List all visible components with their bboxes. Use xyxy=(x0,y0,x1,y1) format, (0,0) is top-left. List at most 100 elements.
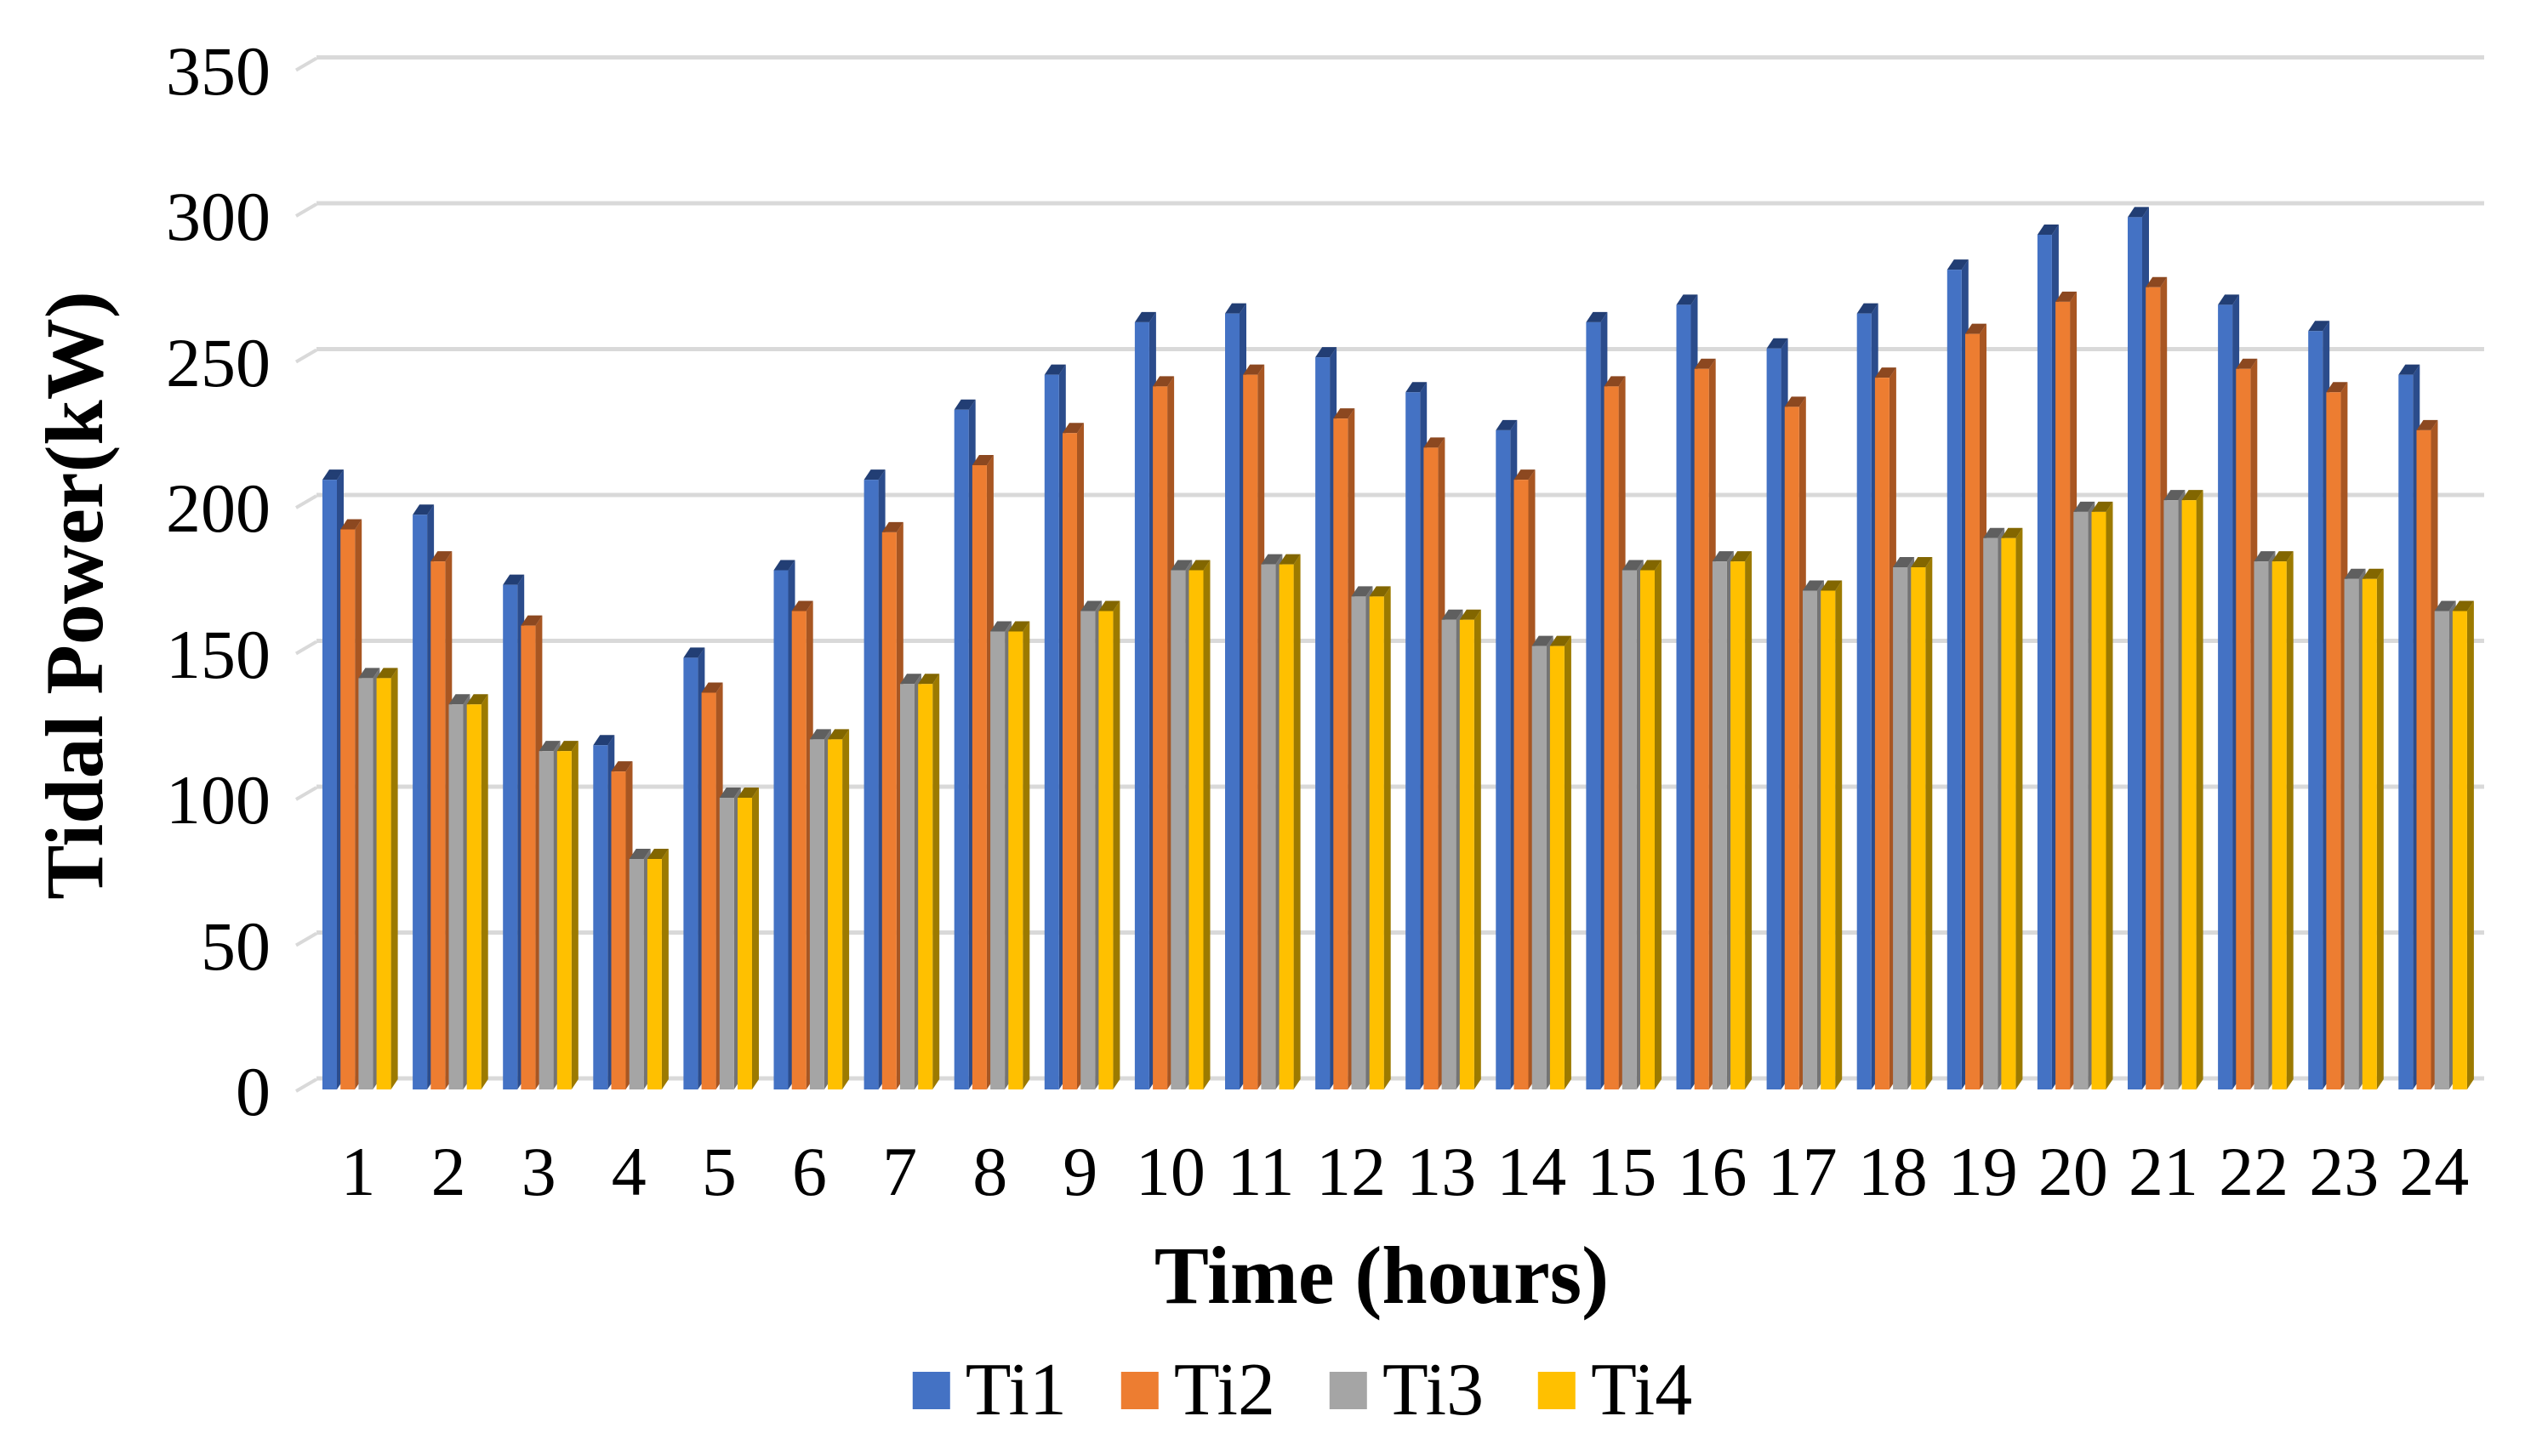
bar-top-Ti3-h24 xyxy=(2434,600,2456,611)
bar-top-Ti2-h18 xyxy=(1874,367,1896,378)
legend-label-Ti4: Ti4 xyxy=(1591,1349,1693,1431)
x-tick-label-3: 3 xyxy=(521,1133,556,1210)
bar-Ti1-h5 xyxy=(683,657,698,1089)
legend-swatch-Ti2 xyxy=(1120,1372,1159,1409)
bar-side-Ti4-h21 xyxy=(2196,490,2203,1089)
bar-Ti1-h9 xyxy=(1044,374,1059,1089)
bar-side-Ti4-h14 xyxy=(1564,635,1571,1089)
bar-top-Ti4-h4 xyxy=(647,849,669,860)
bar-top-Ti4-h14 xyxy=(1549,635,1571,646)
legend-label-Ti3: Ti3 xyxy=(1382,1349,1485,1431)
bar-Ti1-h19 xyxy=(1946,270,1962,1089)
legend-swatch-Ti4 xyxy=(1538,1372,1576,1409)
bar-Ti3-h18 xyxy=(1893,567,1908,1089)
bar-Ti4-h7 xyxy=(918,684,933,1089)
bar-top-Ti3-h3 xyxy=(539,741,561,752)
bar-top-Ti4-h3 xyxy=(556,741,579,752)
bar-Ti2-h10 xyxy=(1153,386,1168,1089)
bar-Ti3-h16 xyxy=(1712,561,1727,1089)
bar-top-Ti4-h6 xyxy=(828,729,850,740)
bar-top-Ti4-h5 xyxy=(738,788,759,798)
bar-side-Ti4-h8 xyxy=(1023,621,1030,1089)
bar-Ti2-h11 xyxy=(1243,374,1258,1089)
x-tick-label-7: 7 xyxy=(882,1133,918,1210)
bar-Ti3-h7 xyxy=(900,684,915,1089)
bar-top-Ti2-h15 xyxy=(1604,376,1626,387)
legend-swatch-Ti3 xyxy=(1330,1372,1367,1409)
bar-top-Ti3-h6 xyxy=(809,729,831,740)
bar-top-Ti2-h20 xyxy=(2055,291,2078,302)
legend-item-Ti3: Ti3 xyxy=(1330,1353,1484,1428)
x-tick-label-10: 10 xyxy=(1135,1133,1206,1210)
bar-Ti4-h14 xyxy=(1549,646,1565,1089)
y-tick-label-0: 0 xyxy=(236,1053,271,1130)
bar-Ti3-h12 xyxy=(1351,596,1366,1089)
bar-top-Ti3-h11 xyxy=(1261,554,1283,565)
bar-Ti4-h10 xyxy=(1188,570,1204,1089)
bar-top-Ti1-h17 xyxy=(1766,338,1788,349)
bar-top-Ti4-h13 xyxy=(1459,609,1481,620)
bar-Ti3-h17 xyxy=(1803,590,1817,1089)
y-tick-label-50: 50 xyxy=(201,907,271,985)
bar-top-Ti4-h19 xyxy=(2001,527,2023,538)
bar-top-Ti2-h3 xyxy=(521,615,543,626)
bar-top-Ti3-h1 xyxy=(358,668,380,679)
bar-side-Ti4-h9 xyxy=(1113,600,1120,1089)
bar-Ti4-h2 xyxy=(466,704,482,1089)
axis-tick-250 xyxy=(294,348,318,364)
y-axis-title: Tidal Power(kW) xyxy=(29,291,120,900)
bar-Ti1-h12 xyxy=(1315,357,1331,1089)
x-tick-label-16: 16 xyxy=(1677,1133,1747,1210)
y-tick-label-250: 250 xyxy=(166,323,271,401)
bar-Ti2-h18 xyxy=(1874,378,1889,1090)
x-tick-label-13: 13 xyxy=(1406,1133,1477,1210)
axis-tick-350 xyxy=(294,56,318,72)
bar-Ti2-h17 xyxy=(1784,407,1799,1089)
bar-Ti3-h2 xyxy=(448,704,464,1089)
bar-Ti2-h16 xyxy=(1694,368,1709,1089)
bar-side-Ti4-h10 xyxy=(1203,560,1211,1089)
bar-top-Ti1-h24 xyxy=(2398,364,2420,375)
legend: Ti1 Ti2 Ti3 Ti4 xyxy=(912,1349,1693,1431)
bar-side-Ti4-h6 xyxy=(842,729,850,1089)
bar-top-Ti3-h13 xyxy=(1441,609,1463,620)
x-tick-label-8: 8 xyxy=(972,1133,1008,1210)
legend-item-Ti2: Ti2 xyxy=(1120,1353,1275,1428)
bar-top-Ti1-h16 xyxy=(1676,294,1698,305)
bar-top-Ti4-h9 xyxy=(1098,600,1120,611)
bar-Ti1-h23 xyxy=(2308,331,2323,1089)
bar-Ti1-h6 xyxy=(773,570,789,1089)
bar-top-Ti1-h8 xyxy=(954,399,976,410)
bar-Ti4-h16 xyxy=(1730,561,1746,1089)
bar-Ti4-h23 xyxy=(2362,578,2377,1089)
bar-Ti4-h18 xyxy=(1911,567,1926,1089)
bar-top-Ti4-h2 xyxy=(466,694,488,705)
bar-Ti1-h15 xyxy=(1586,321,1601,1089)
axis-tick-150 xyxy=(294,640,318,656)
bar-top-Ti2-h24 xyxy=(2416,419,2438,430)
bar-top-Ti2-h1 xyxy=(340,519,362,530)
bar-top-Ti3-h20 xyxy=(2073,501,2095,512)
bar-top-Ti3-h7 xyxy=(900,674,921,685)
y-tick-label-100: 100 xyxy=(166,761,271,839)
bar-top-Ti1-h23 xyxy=(2308,321,2330,332)
bar-top-Ti2-h9 xyxy=(1063,423,1084,434)
bar-top-Ti1-h4 xyxy=(593,735,615,746)
bar-Ti1-h2 xyxy=(413,515,428,1089)
bar-Ti2-h21 xyxy=(2146,287,2161,1089)
bar-top-Ti4-h24 xyxy=(2452,600,2474,611)
x-tick-label-4: 4 xyxy=(611,1133,647,1210)
x-tick-label-14: 14 xyxy=(1496,1133,1567,1210)
bar-top-Ti3-h22 xyxy=(2254,551,2276,562)
bar-Ti4-h20 xyxy=(2091,511,2106,1089)
legend-item-Ti1: Ti1 xyxy=(912,1353,1067,1428)
bar-Ti2-h19 xyxy=(1965,333,1980,1089)
bar-top-Ti3-h9 xyxy=(1080,600,1103,611)
bar-top-Ti1-h20 xyxy=(2037,225,2059,236)
bar-top-Ti4-h20 xyxy=(2091,501,2113,512)
bar-side-Ti4-h13 xyxy=(1473,609,1481,1089)
bar-Ti2-h4 xyxy=(611,771,626,1089)
bar-Ti1-h4 xyxy=(593,745,608,1089)
